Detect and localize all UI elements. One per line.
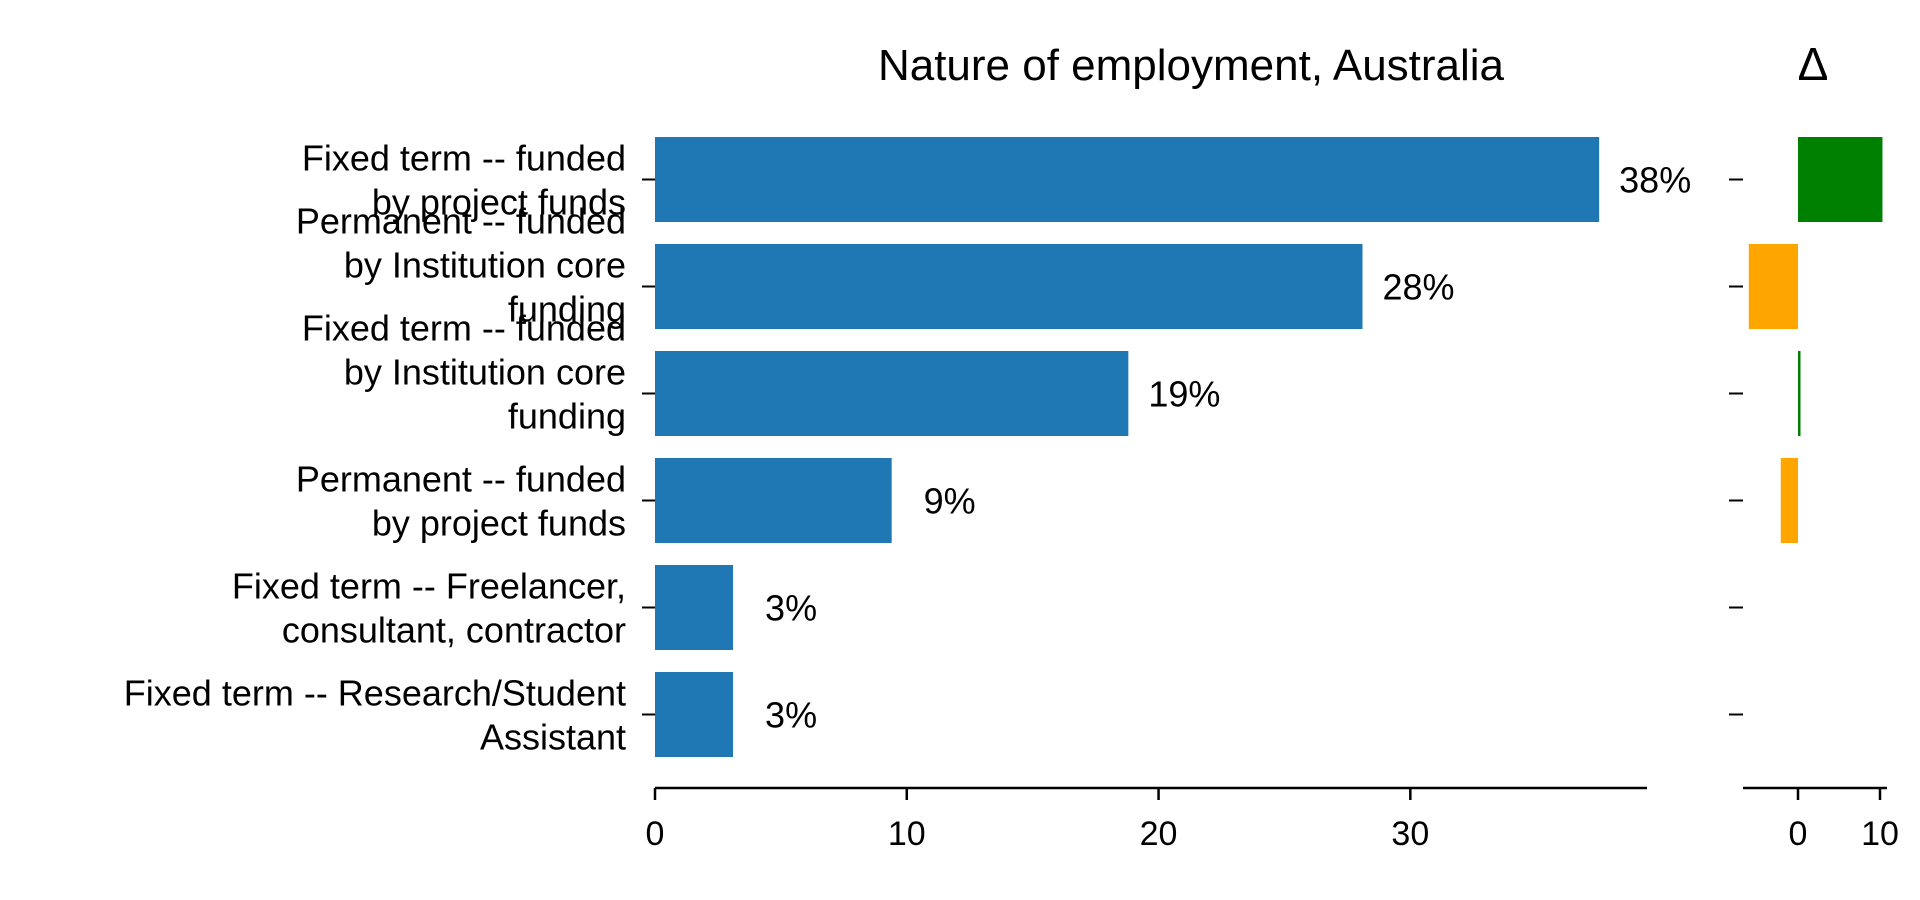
x-tick-label-0: 0 xyxy=(646,815,665,853)
value-label-2: 28% xyxy=(1382,267,1454,308)
category-label-3: Fixed term -- funded by Institution core f… xyxy=(302,308,626,437)
x-tick-label-20: 20 xyxy=(1140,815,1178,853)
value-label-6: 3% xyxy=(765,695,817,736)
bar-5 xyxy=(655,565,734,650)
bar-3 xyxy=(655,351,1129,436)
category-label-6: Fixed term -- Research/Student Assistant xyxy=(124,673,626,758)
delta-bar-3 xyxy=(1798,351,1801,436)
delta-bar-4 xyxy=(1780,458,1798,543)
delta-bar-panel: Δ 0 10 xyxy=(1729,38,1899,853)
category-label-2: Permanent -- funded by Institution core fu… xyxy=(296,201,626,330)
delta-bar-2 xyxy=(1748,244,1798,329)
value-label-4: 9% xyxy=(924,481,976,522)
value-label-1: 38% xyxy=(1619,160,1691,201)
category-label-4: Permanent -- funded by project funds xyxy=(296,459,626,544)
category-label-1: Fixed term -- funded by project funds xyxy=(302,138,626,223)
value-label-5: 3% xyxy=(765,588,817,629)
x-tick-label-30: 30 xyxy=(1391,815,1429,853)
x-tick-label-10: 10 xyxy=(888,815,926,853)
value-label-3: 19% xyxy=(1148,374,1220,415)
bar-1 xyxy=(655,137,1600,222)
bar-4 xyxy=(655,458,892,543)
delta-bar-1 xyxy=(1798,137,1883,222)
bar-6 xyxy=(655,672,734,757)
main-bar-panel: Nature of employment, Australia Fixed ter… xyxy=(124,41,1691,853)
category-label-5: Fixed term -- Freelancer, consultant, con… xyxy=(232,566,626,651)
delta-x-tick-label-0: 0 xyxy=(1789,815,1808,853)
bar-2 xyxy=(655,244,1363,329)
delta-x-tick-label-10: 10 xyxy=(1861,815,1899,853)
chart-title: Nature of employment, Australia xyxy=(878,41,1505,90)
delta-title: Δ xyxy=(1798,38,1829,90)
